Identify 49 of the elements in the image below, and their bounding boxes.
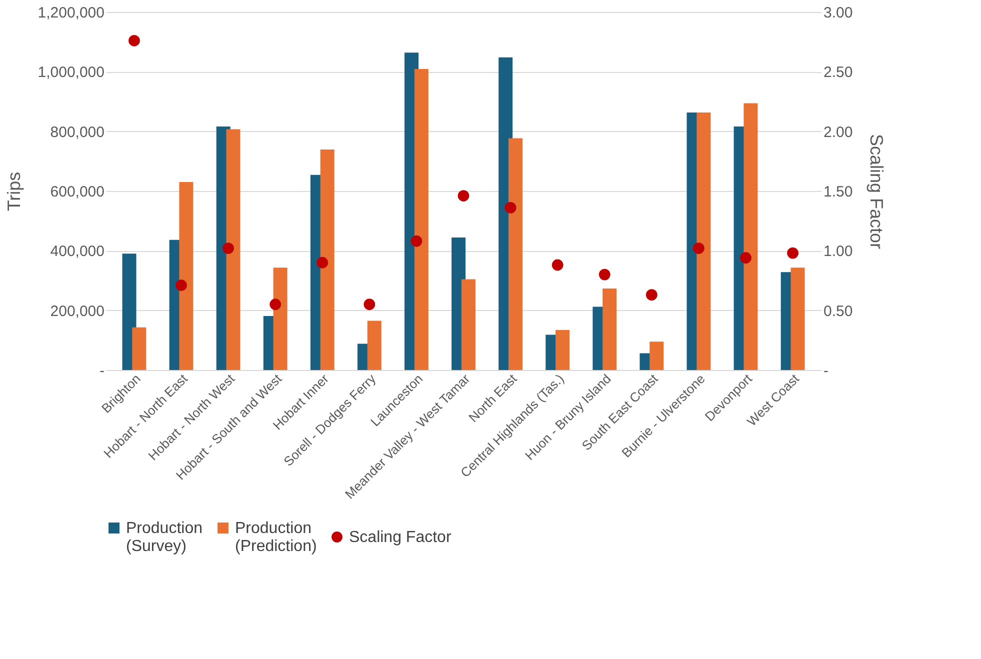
- point: [222, 242, 234, 254]
- bar: [556, 330, 570, 370]
- bar: [696, 112, 711, 370]
- bar: [650, 342, 664, 370]
- bar: [132, 327, 146, 370]
- point: [740, 252, 752, 264]
- point: [552, 259, 564, 271]
- point: [270, 298, 282, 310]
- point: [316, 256, 328, 268]
- y2-tick-label: 2.00: [824, 124, 853, 141]
- y2-tick-label: 1.00: [824, 243, 853, 260]
- y-tick-label: -: [100, 362, 104, 380]
- y-tick-label: 800,000: [50, 124, 104, 141]
- point: [128, 34, 140, 46]
- y2-axis-title: Scaling Factor: [866, 134, 887, 250]
- y-tick-label: 200,000: [50, 302, 104, 320]
- point: [598, 268, 610, 280]
- bar: [226, 129, 240, 370]
- bar: [461, 279, 476, 370]
- bar: [273, 268, 288, 370]
- point: [504, 202, 516, 214]
- legend-label: Production (Survey): [126, 520, 202, 555]
- point: [176, 280, 187, 291]
- point: [364, 298, 376, 310]
- y-tick-label: 1,000,000: [38, 64, 104, 82]
- y2-tick-label: 3.00: [824, 4, 853, 22]
- bar: [320, 150, 334, 370]
- y2-tick-label: 1.50: [824, 184, 853, 200]
- bar: [508, 138, 522, 370]
- legend-label: Scaling Factor: [349, 529, 452, 546]
- y2-tick-label: 2.50: [824, 64, 853, 82]
- y-axis-title: Trips: [4, 172, 24, 212]
- bar: [602, 288, 617, 370]
- bar: [179, 182, 194, 370]
- y2-tick-label: 0.50: [824, 302, 853, 320]
- point: [410, 235, 422, 247]
- point: [646, 289, 658, 301]
- bar: [744, 103, 758, 370]
- y-tick-label: 400,000: [50, 243, 104, 260]
- bar: [367, 320, 382, 370]
- y2-tick-label: -: [824, 362, 828, 380]
- point: [787, 247, 798, 259]
- point: [692, 242, 704, 254]
- bar: [790, 268, 805, 370]
- point: [458, 190, 470, 202]
- legend-label: Production (Prediction): [235, 520, 317, 555]
- y-tick-label: 600,000: [50, 184, 104, 200]
- bar: [414, 68, 428, 370]
- y-tick-label: 1,200,000: [38, 4, 104, 22]
